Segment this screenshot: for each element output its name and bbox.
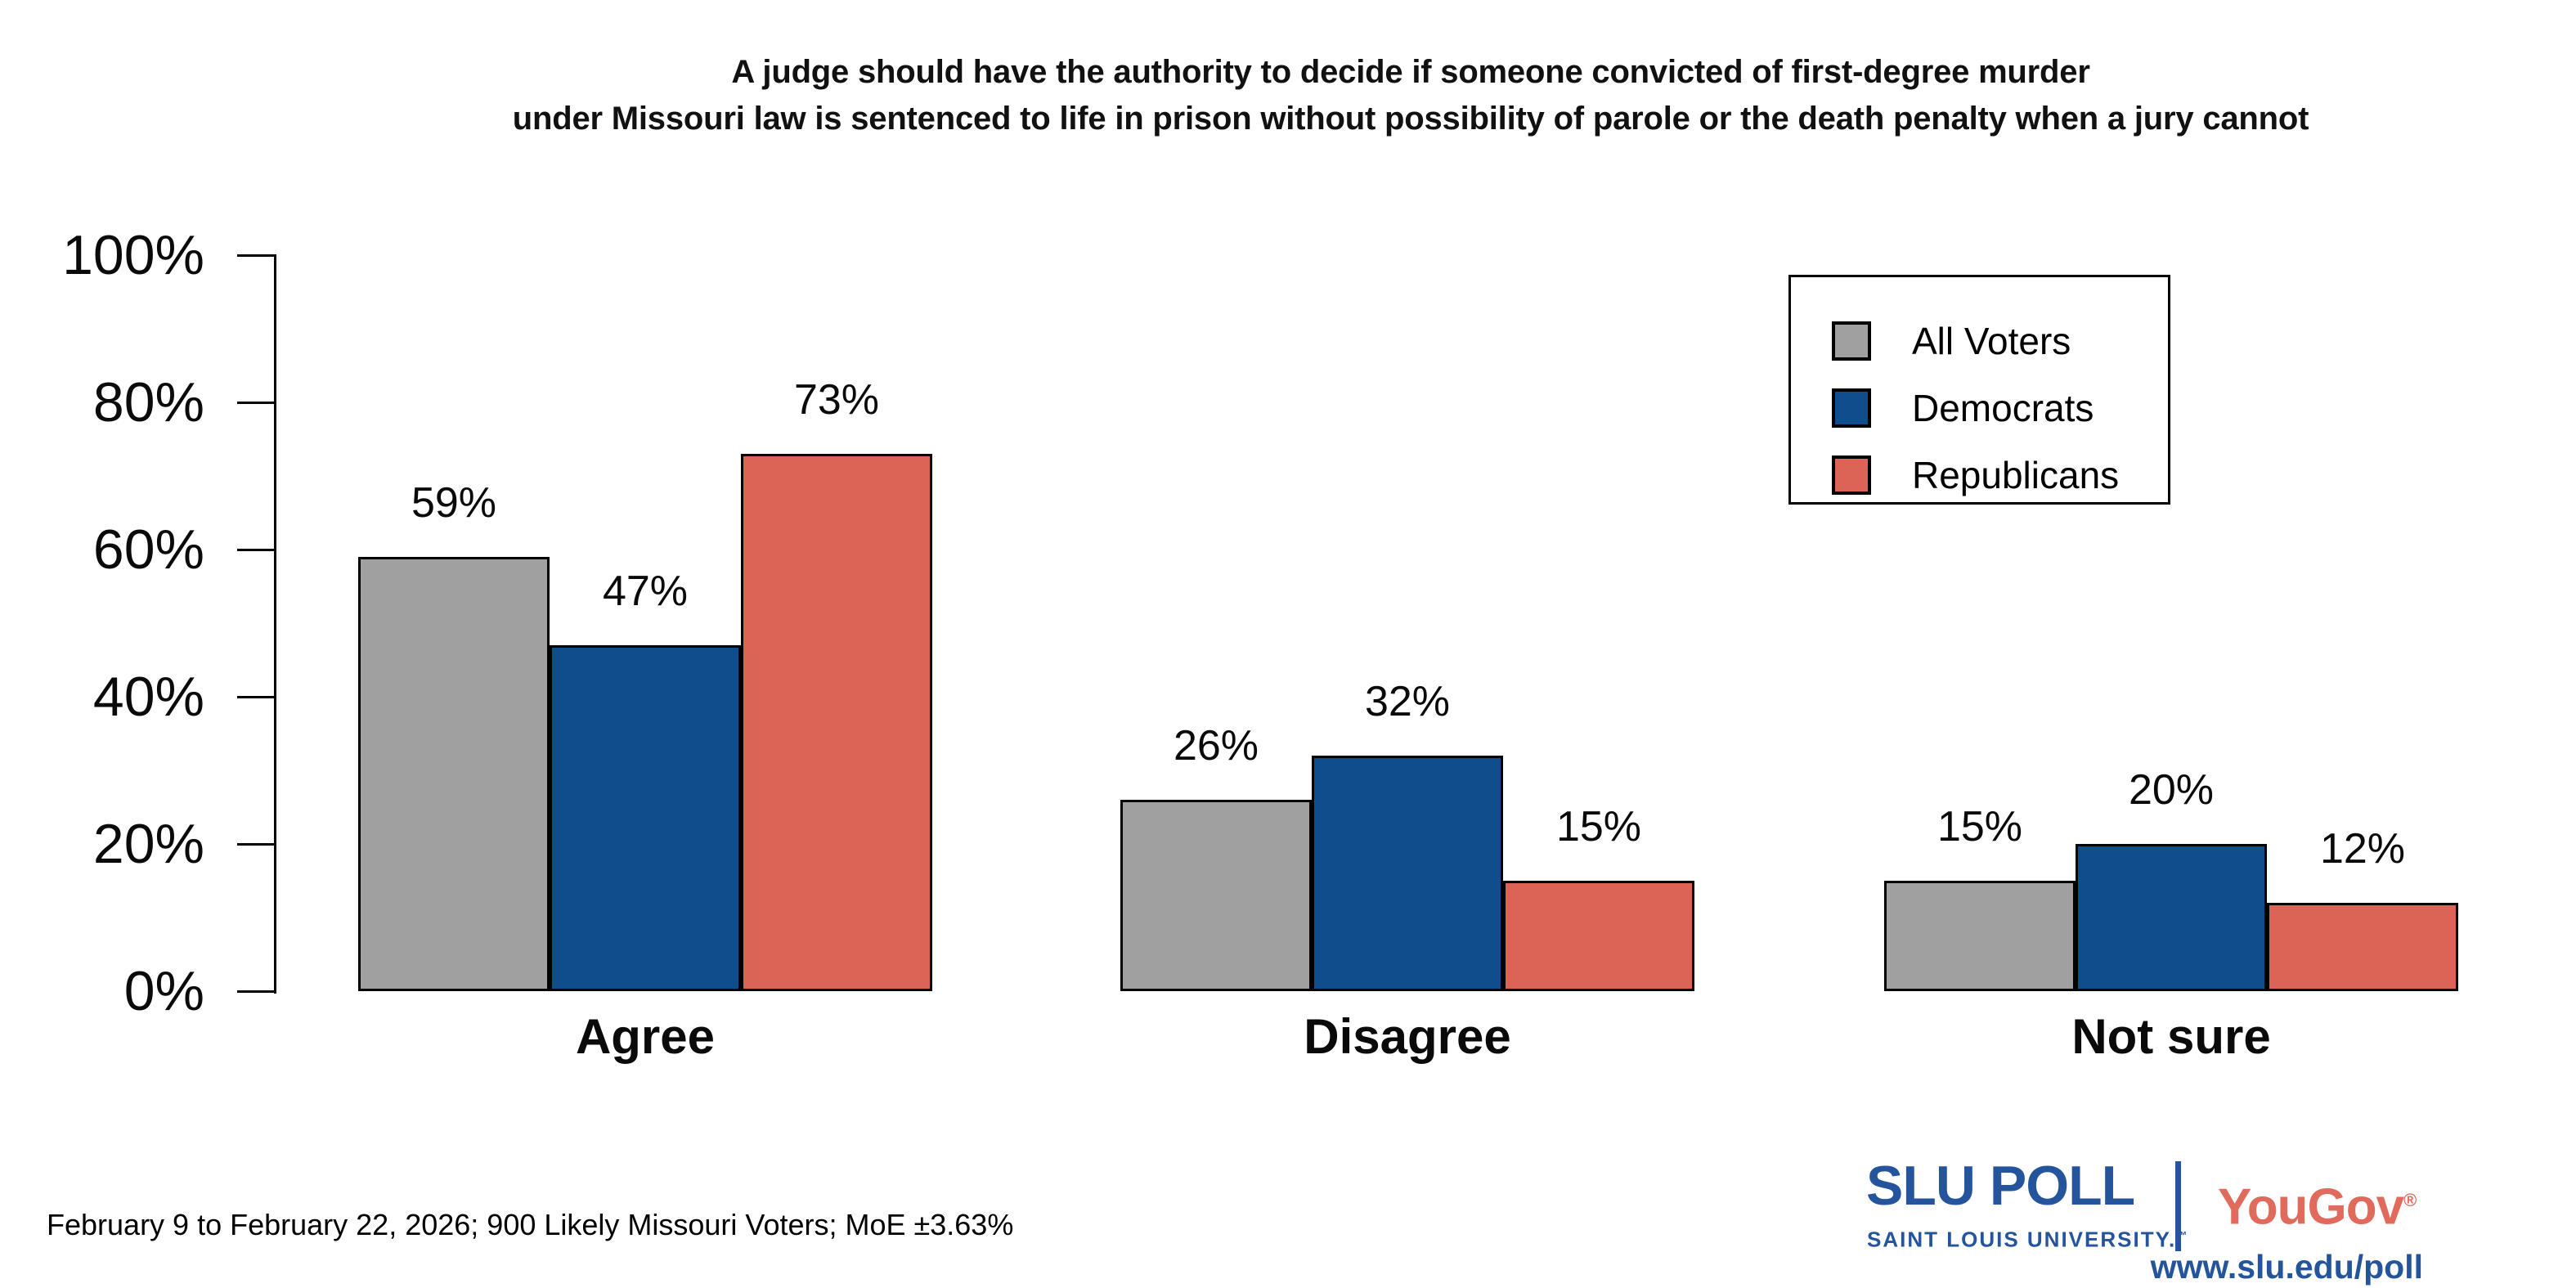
slu-university-label: SAINT LOUIS UNIVERSITY.™ bbox=[1867, 1223, 2187, 1252]
legend-label-democrats: Democrats bbox=[1912, 387, 2094, 429]
value-label-republicans-agree: 73% bbox=[793, 376, 880, 424]
y-tick-label-100: 100% bbox=[62, 224, 204, 286]
chart-title: A judge should have the authority to dec… bbox=[245, 49, 2576, 142]
y-tick-20 bbox=[237, 843, 276, 846]
value-label-all-voters-disagree: 26% bbox=[1173, 722, 1259, 770]
legend: All Voters Democrats Republicans bbox=[1788, 275, 2170, 505]
y-tick-label-0: 0% bbox=[123, 960, 204, 1022]
logo-divider bbox=[2175, 1161, 2181, 1251]
y-tick-100 bbox=[237, 254, 276, 257]
value-label-republicans-disagree: 15% bbox=[1555, 803, 1642, 850]
y-tick-80 bbox=[237, 402, 276, 404]
legend-swatch-republicans bbox=[1832, 456, 1871, 495]
category-label-disagree: Disagree bbox=[1304, 1009, 1511, 1064]
bar-all-voters-disagree bbox=[1120, 800, 1312, 991]
legend-swatch-democrats bbox=[1832, 388, 1871, 428]
bar-republicans-disagree bbox=[1503, 881, 1694, 991]
y-tick-0 bbox=[237, 990, 276, 993]
legend-label-all-voters: All Voters bbox=[1912, 320, 2071, 362]
y-axis-line bbox=[274, 254, 276, 994]
y-tick-label-60: 60% bbox=[92, 518, 204, 581]
legend-item-democrats: Democrats bbox=[1832, 385, 2168, 431]
category-label-agree: Agree bbox=[575, 1009, 716, 1064]
bar-all-voters-not-sure bbox=[1884, 881, 2076, 991]
slu-poll-url: www.slu.edu/poll bbox=[2150, 1248, 2423, 1286]
bar-democrats-agree bbox=[550, 645, 741, 991]
yougov-text: YouGov bbox=[2218, 1178, 2404, 1236]
yougov-logo: YouGov® bbox=[2218, 1173, 2417, 1236]
legend-item-all-voters: All Voters bbox=[1832, 318, 2168, 364]
registered-symbol: ® bbox=[2403, 1190, 2417, 1210]
value-label-democrats-agree: 47% bbox=[602, 568, 689, 615]
chart-title-line1: A judge should have the authority to dec… bbox=[731, 54, 2090, 90]
bar-democrats-not-sure bbox=[2076, 844, 2267, 991]
bar-all-voters-agree bbox=[358, 557, 550, 991]
value-label-republicans-not-sure: 12% bbox=[2319, 825, 2406, 873]
value-label-all-voters-not-sure: 15% bbox=[1936, 803, 2023, 850]
slu-university-text: SAINT LOUIS UNIVERSITY. bbox=[1867, 1227, 2177, 1252]
y-tick-60 bbox=[237, 549, 276, 551]
bar-democrats-disagree bbox=[1312, 756, 1503, 991]
bar-republicans-agree bbox=[741, 454, 932, 991]
chart-title-line2: under Missouri law is sentenced to life … bbox=[512, 101, 2309, 137]
slu-poll-logo: SLU POLL bbox=[1866, 1155, 2135, 1217]
y-tick-label-20: 20% bbox=[92, 813, 204, 875]
methodology-note: February 9 to February 22, 2026; 900 Lik… bbox=[47, 1208, 1014, 1241]
value-label-democrats-disagree: 32% bbox=[1364, 678, 1451, 725]
y-tick-40 bbox=[237, 696, 276, 698]
legend-swatch-all-voters bbox=[1832, 321, 1871, 361]
legend-item-republicans: Republicans bbox=[1832, 452, 2168, 498]
category-label-not-sure: Not sure bbox=[2071, 1009, 2271, 1064]
bar-republicans-not-sure bbox=[2267, 903, 2458, 991]
y-tick-label-40: 40% bbox=[92, 666, 204, 728]
value-label-democrats-not-sure: 20% bbox=[2128, 766, 2215, 814]
value-label-all-voters-agree: 59% bbox=[411, 479, 497, 527]
y-tick-label-80: 80% bbox=[92, 371, 204, 433]
legend-label-republicans: Republicans bbox=[1912, 454, 2120, 496]
